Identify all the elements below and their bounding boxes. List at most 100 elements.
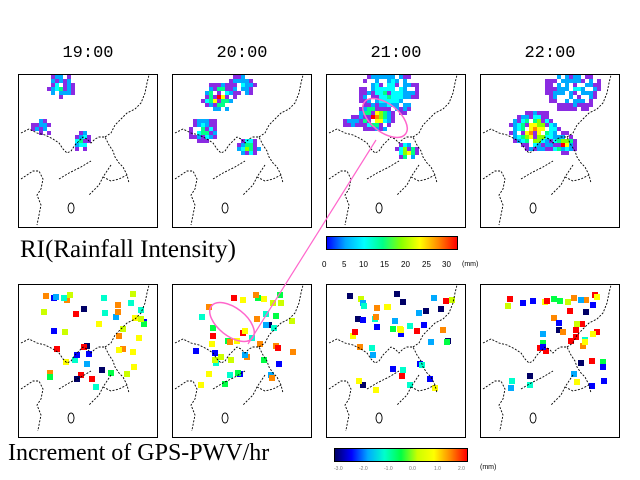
- gps-station: [520, 300, 526, 306]
- rain-cell: [375, 91, 379, 95]
- rain-cell: [387, 79, 391, 83]
- rain-cell: [63, 87, 67, 91]
- rain-cell: [411, 83, 415, 87]
- rain-cell: [549, 147, 553, 151]
- rain-cell: [363, 127, 367, 131]
- rain-cell: [59, 75, 63, 79]
- gps-station: [414, 328, 420, 334]
- rain-cell: [213, 119, 217, 123]
- gps-station: [124, 371, 130, 377]
- rain-cell: [193, 123, 197, 127]
- gps-station: [253, 292, 259, 298]
- rain-cell: [521, 115, 525, 119]
- rain-cell: [205, 103, 209, 107]
- rain-cell: [387, 87, 391, 91]
- rain-cell: [403, 111, 407, 115]
- rain-cell: [391, 119, 395, 123]
- gps-station: [116, 347, 122, 353]
- rain-cell: [533, 111, 537, 115]
- rain-cell: [517, 135, 521, 139]
- gps-station: [390, 366, 396, 372]
- rain-cell: [51, 83, 55, 87]
- rain-cell: [367, 123, 371, 127]
- rain-cell: [525, 147, 529, 151]
- rain-cell: [557, 139, 561, 143]
- rain-cell: [553, 91, 557, 95]
- rain-cell: [569, 91, 573, 95]
- rain-cell: [229, 79, 233, 83]
- rain-cell: [359, 95, 363, 99]
- rain-cell: [569, 75, 573, 79]
- rain-cell: [537, 139, 541, 143]
- rain-cell: [407, 75, 411, 79]
- rain-cell: [589, 103, 593, 107]
- rain-cell: [549, 127, 553, 131]
- gps-station: [227, 339, 233, 345]
- rain-cell: [561, 87, 565, 91]
- rain-cell: [573, 103, 577, 107]
- pwv-tick-1: -3.0: [334, 466, 343, 472]
- rain-cell: [509, 123, 513, 127]
- rain-cell: [399, 87, 403, 91]
- rain-cell: [79, 135, 83, 139]
- rain-cell: [217, 99, 221, 103]
- rain-cell: [565, 143, 569, 147]
- rain-cell: [87, 135, 91, 139]
- rain-cell: [67, 91, 71, 95]
- gps-station: [270, 300, 276, 306]
- rain-cell: [537, 135, 541, 139]
- rain-cell: [253, 143, 257, 147]
- rain-cell: [379, 103, 383, 107]
- rain-cell: [237, 143, 241, 147]
- rain-cell: [205, 95, 209, 99]
- rain-cell: [529, 111, 533, 115]
- gps-station: [73, 311, 79, 317]
- gps-station: [54, 346, 60, 352]
- rain-cell: [387, 107, 391, 111]
- rain-cell: [557, 103, 561, 107]
- rain-cell: [541, 135, 545, 139]
- rain-cell: [59, 95, 63, 99]
- rain-cell: [75, 147, 79, 151]
- gps-station: [78, 372, 84, 378]
- rain-cell: [79, 143, 83, 147]
- gps-station: [356, 378, 362, 384]
- rain-cell: [569, 139, 573, 143]
- gps-station: [360, 317, 366, 323]
- gps-station: [540, 340, 546, 346]
- gps-station: [43, 293, 49, 299]
- island-outline: [529, 202, 537, 214]
- rain-cell: [241, 79, 245, 83]
- rain-cell: [549, 95, 553, 99]
- rain-cell: [565, 139, 569, 143]
- rain-cell: [371, 83, 375, 87]
- rain-cell: [383, 127, 387, 131]
- rain-cell: [51, 91, 55, 95]
- rain-cell: [391, 103, 395, 107]
- gps-station: [374, 324, 380, 330]
- pwv-tick-2: -2.0: [359, 466, 368, 472]
- rain-cell: [363, 87, 367, 91]
- rain-cell: [545, 143, 549, 147]
- rain-cell: [67, 87, 71, 91]
- rain-cell: [585, 75, 589, 79]
- rain-cell: [553, 87, 557, 91]
- rain-cell: [79, 139, 83, 143]
- rain-cell: [411, 95, 415, 99]
- coastline: [328, 75, 458, 226]
- rain-cell: [565, 99, 569, 103]
- gps-station: [551, 315, 557, 321]
- gps-station: [543, 348, 549, 354]
- rain-cell: [55, 79, 59, 83]
- rain-cell: [367, 75, 371, 79]
- rain-cell: [577, 99, 581, 103]
- rain-cell: [553, 123, 557, 127]
- gps-station: [228, 357, 234, 363]
- rain-cell: [549, 87, 553, 91]
- rain-cell: [359, 99, 363, 103]
- rain-cell: [379, 115, 383, 119]
- rain-cell: [387, 119, 391, 123]
- rain-cell: [225, 83, 229, 87]
- rain-cell: [403, 91, 407, 95]
- gps-station: [263, 311, 269, 317]
